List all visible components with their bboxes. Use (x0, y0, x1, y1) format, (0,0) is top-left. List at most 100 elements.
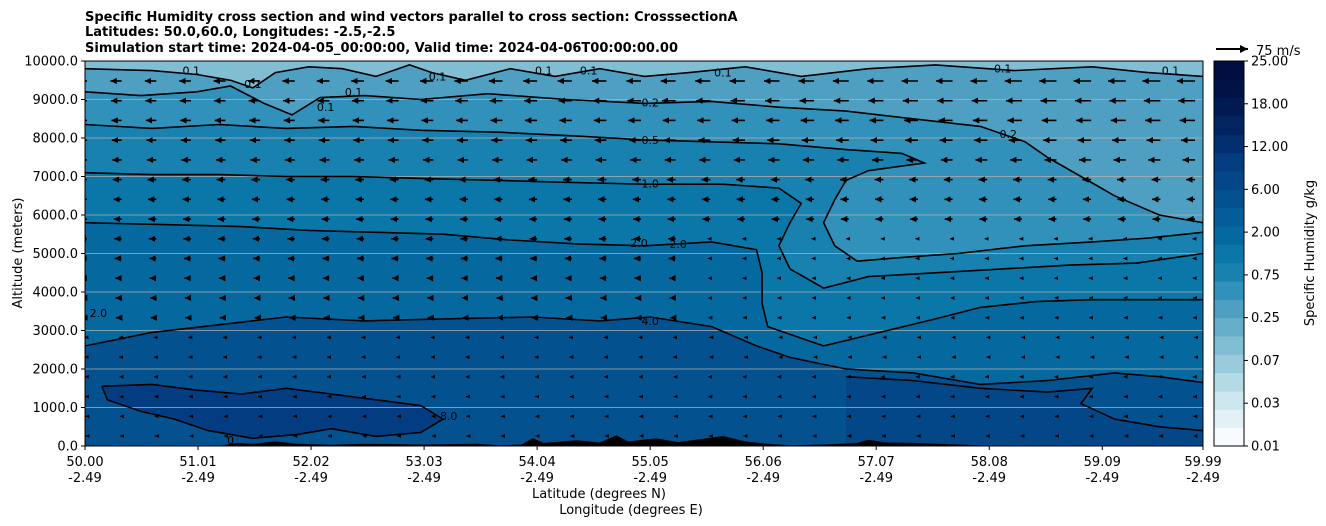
contour-labels: 0.1 0.1 0.1 0.1 0.1 0.1 0.1 0.1 0.1 0.1 0.2 0.2 0.5 1… (90, 63, 1180, 448)
terrain (219, 435, 1003, 446)
chart-title-line-1: Specific Humidity cross section and wind… (85, 10, 738, 25)
contour-label: 2.0 (669, 238, 687, 251)
colorbar-swatch (1214, 61, 1244, 80)
colorbar-swatch (1214, 409, 1244, 429)
x-tick-label-lon: -2.49 (294, 471, 328, 486)
colorbar-swatch (1214, 134, 1244, 154)
contour-label: 0 (227, 434, 234, 447)
colorbar-label: Specific Humidity g/kg (1303, 180, 1318, 326)
x-tick-label-lon: -2.49 (1085, 471, 1119, 486)
contour-label: 2.0 (90, 307, 108, 320)
contour-label: 0.2 (641, 97, 659, 110)
colorbar-swatch (1214, 207, 1244, 227)
contour-label: 0.1 (714, 67, 732, 80)
wind-reference-label: 75 m/s (1256, 44, 1301, 59)
colorbar-tick-label: 0.25 (1251, 311, 1280, 326)
y-tick-label: 9000.0 (33, 93, 79, 108)
chart-title-line-2: Latitudes: 50.0,60.0, Longitudes: -2.5,-… (85, 25, 395, 40)
x-tick-label-lon: -2.49 (68, 471, 102, 486)
chart-title-line-3: Simulation start time: 2024-04-05_00:00:… (85, 41, 678, 56)
colorbar-swatch (1214, 354, 1244, 374)
x-tick-label-lat: 56.06 (745, 455, 782, 470)
colorbar-swatch (1214, 317, 1244, 337)
colorbar-swatch (1214, 299, 1244, 319)
colorbar-tick-label: 0.75 (1251, 268, 1280, 283)
colorbar-swatch (1214, 262, 1244, 282)
x-tick-label-lat: 52.02 (292, 455, 329, 470)
contour-lines (85, 64, 1203, 440)
x-tick-label-lon: -2.49 (407, 471, 441, 486)
contour-line-c80b (845, 375, 1203, 432)
contour-line-c10 (85, 171, 1203, 289)
colorbar-swatch (1214, 226, 1244, 245)
colorbar-swatch (1214, 97, 1244, 117)
x-tick-label-lon: -2.49 (859, 471, 893, 486)
colorbar-tick-label: 0.03 (1251, 397, 1280, 412)
contour-label: 8.0 (440, 410, 458, 423)
wind-reference-key: 75 m/s (1216, 44, 1301, 59)
y-tick-label: 0.0 (57, 440, 78, 455)
grid-lines (85, 99, 1203, 408)
contour-label: 0.1 (580, 65, 598, 78)
colorbar: 0.01 0.03 0.07 0.25 0.75 2.00 6.00 12.00 18.00 25… (1213, 55, 1288, 455)
x-tick-label-lat: 55.05 (632, 455, 669, 470)
colorbar-swatch (1214, 281, 1244, 300)
contour-label: 0.2 (1000, 128, 1018, 141)
y-axis-label: Altitude (meters) (11, 198, 26, 309)
x-tick-label-lon: -2.49 (633, 471, 667, 486)
contour-label: 0.1 (317, 101, 335, 114)
y-tick-label: 5000.0 (33, 247, 79, 262)
contour-label: 0.5 (641, 134, 659, 147)
contour-label: 1.0 (641, 177, 659, 190)
colorbar-swatch (1214, 427, 1244, 447)
contour-label: 0.1 (535, 65, 553, 78)
x-axis-label-longitude: Longitude (degrees E) (559, 503, 703, 518)
y-tick-label: 1000.0 (33, 401, 79, 416)
wind-vectors (85, 77, 1199, 438)
x-tick-label-lat: 51.01 (179, 455, 216, 470)
contour-label: 0.1 (345, 86, 363, 99)
contour-label: 0.1 (429, 70, 447, 83)
x-tick-label-lon: -2.49 (1186, 471, 1220, 486)
colorbar-tick-label: 0.01 (1251, 440, 1280, 455)
colorbar-tick-label: 6.00 (1251, 183, 1280, 198)
contour-label: 2.0 (630, 237, 648, 250)
colorbar-swatch (1214, 391, 1244, 410)
colorbar-tick-label: 0.07 (1251, 354, 1280, 369)
x-tick-label-lon: -2.49 (746, 471, 780, 486)
contour-line-c01 (85, 64, 1203, 89)
contour-line-c20 (85, 221, 1203, 347)
x-tick-label-lat: 59.99 (1184, 455, 1221, 470)
humidity-fill-core-east (846, 376, 1203, 446)
contour-label: 4.0 (641, 315, 659, 328)
y-tick-label: 7000.0 (33, 170, 79, 185)
x-tick-label-lon: -2.49 (181, 471, 215, 486)
y-tick-label: 4000.0 (33, 286, 79, 301)
y-tick-label: 8000.0 (33, 132, 79, 147)
terrain-profile (219, 435, 1003, 446)
x-tick-label-lat: 58.08 (971, 455, 1008, 470)
colorbar-swatch (1214, 152, 1244, 172)
x-axis-label-latitude: Latitude (degrees N) (532, 487, 666, 502)
contour-label: 0.1 (994, 63, 1012, 76)
contour-line-c40 (85, 316, 1203, 386)
x-axis: 50.00-2.4951.01-2.4952.02-2.4953.03-2.49… (66, 446, 1222, 486)
x-tick-label-lat: 53.03 (405, 455, 442, 470)
colorbar-swatch (1214, 244, 1244, 264)
contour-line-c80 (101, 383, 445, 440)
colorbar-tick-label: 25.00 (1251, 55, 1288, 70)
x-tick-label-lon: -2.49 (972, 471, 1006, 486)
x-tick-label-lat: 59.09 (1084, 455, 1121, 470)
y-tick-label: 10000.0 (24, 55, 78, 70)
contour-line-c05 (85, 123, 1203, 263)
plot-area (85, 61, 1203, 446)
x-tick-label-lat: 50.00 (66, 455, 103, 470)
colorbar-swatch (1214, 372, 1244, 392)
colorbar-tick-label: 12.00 (1251, 140, 1288, 155)
colorbar-swatch (1214, 336, 1244, 355)
x-tick-label-lon: -2.49 (520, 471, 554, 486)
contour-label: 0.1 (244, 78, 262, 91)
colorbar-frame (1213, 60, 1245, 447)
colorbar-tick-label: 18.00 (1251, 97, 1288, 112)
colorbar-swatch (1214, 79, 1244, 99)
